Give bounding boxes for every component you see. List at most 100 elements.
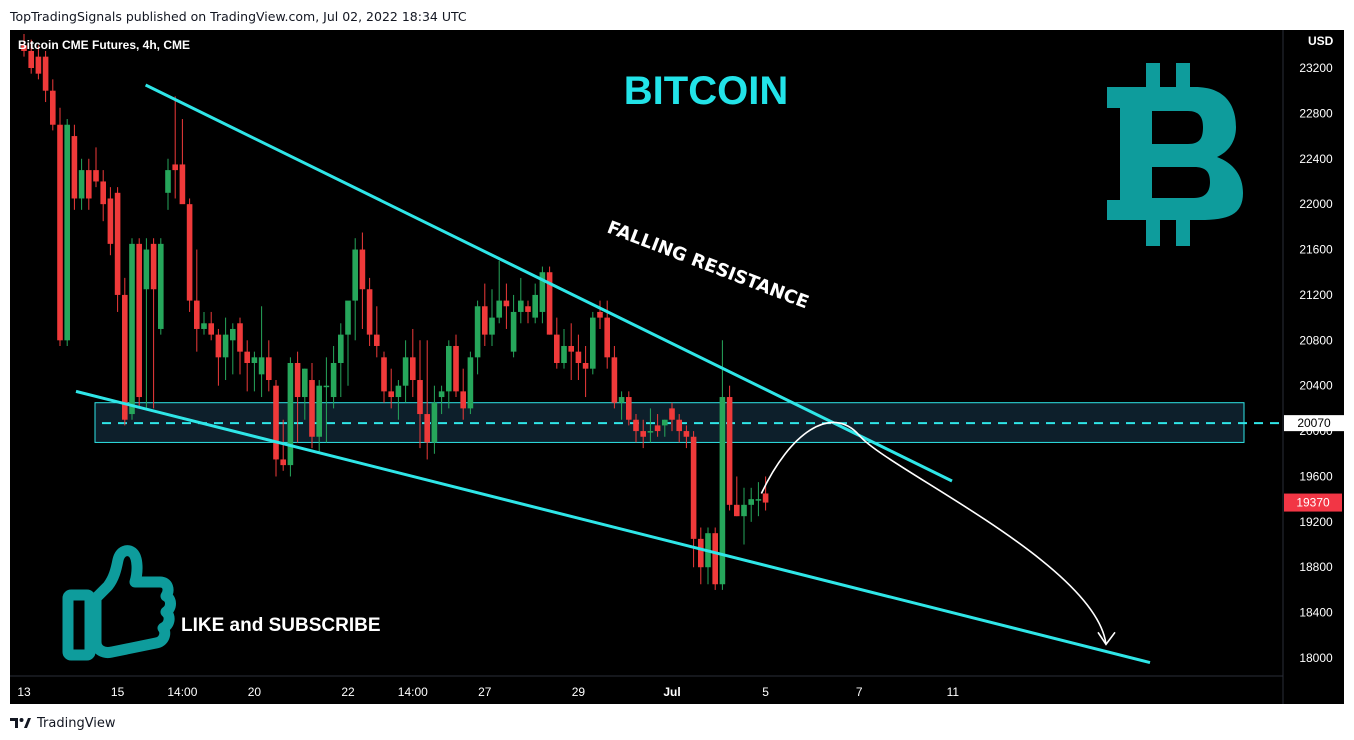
candle [395,380,402,420]
candle [410,328,416,398]
candle-body [35,56,42,74]
candle-body [424,414,430,443]
candle [712,527,718,590]
candle [57,107,63,346]
falling-support-line [75,389,1151,664]
candle [626,391,632,426]
candle-body [186,204,193,301]
currency-label: USD [1308,34,1334,48]
candle-body [669,408,675,420]
candle-body [474,306,481,358]
candle [690,431,697,568]
candle [35,45,42,80]
candle [590,311,596,375]
bitcoin-logo-icon [1107,63,1243,246]
candle-body [194,300,200,329]
y-tick-label: 20800 [1299,333,1333,347]
candle [669,402,675,432]
candle-body [287,363,294,466]
candle-body [604,317,610,358]
candle-body [618,397,625,403]
candle-body [280,459,286,466]
candle [539,266,546,324]
candle-body [86,170,92,199]
candle-body [179,164,186,205]
candle [726,385,733,511]
candle-body [417,380,423,415]
candle-body [554,334,560,363]
candle-body [525,306,531,312]
candle [755,482,762,517]
candle [719,340,726,590]
trendlines-layer [75,83,1151,664]
candle-body [165,170,171,193]
y-tick-label: 18400 [1299,606,1333,620]
candle-body [647,431,654,433]
candle [762,476,769,511]
candle [309,363,315,449]
candle [633,414,639,443]
candle-body [21,45,27,51]
y-tick-label: 22800 [1299,106,1333,120]
x-tick-label: 27 [478,685,492,699]
y-tick-label: 19200 [1299,515,1333,529]
candle [86,158,92,210]
candle [568,323,574,381]
candle [546,266,553,335]
candle-body [330,363,337,398]
y-tick-label: 22000 [1299,197,1333,211]
candle-body [366,289,373,335]
candle [640,419,646,449]
candle [525,300,531,324]
candle-body [575,351,582,363]
candle [618,391,625,420]
candle-body [654,425,661,432]
candle [705,527,711,585]
candle [244,340,250,392]
falling-resistance-label: FALLING RESISTANCE [604,217,811,313]
candle-body [309,380,315,437]
candle-body [734,504,740,517]
candle-body [388,391,394,398]
candle-body [201,323,207,329]
candle [431,385,438,454]
candle-body [129,243,135,415]
candle-body [114,192,121,295]
candle-body [633,419,639,432]
candle-body [482,306,488,335]
thumbs-up-icon [62,545,176,661]
candle [294,351,301,443]
candle-body [100,181,106,205]
candle-body [532,294,538,318]
candle-body [640,431,646,437]
candle [424,340,430,460]
candle-body [726,397,733,505]
candle [352,238,358,341]
projection-arrow-head [1097,631,1116,646]
candle-body [503,300,510,307]
candle-body [446,345,452,392]
candle [698,527,704,585]
candle-body [215,334,222,358]
candle [575,334,582,381]
x-tick-label: 13 [17,685,31,699]
candle-body [741,504,747,517]
candle [611,345,618,409]
candle [215,328,222,386]
candle-body [460,391,466,409]
candle-body [230,328,236,341]
candle-body [431,402,438,443]
candle [316,380,322,454]
candle-body [762,493,769,503]
candles-layer [21,33,769,590]
candle-body [64,124,70,341]
candle [496,260,502,324]
candle-body [93,170,99,182]
candle [345,300,351,386]
like-subscribe-text: LIKE and SUBSCRIBE [181,615,381,636]
candle-body [748,499,754,505]
candle [741,487,747,545]
candle-body [438,391,445,398]
candle-body [42,56,49,91]
candle-body [626,397,632,420]
